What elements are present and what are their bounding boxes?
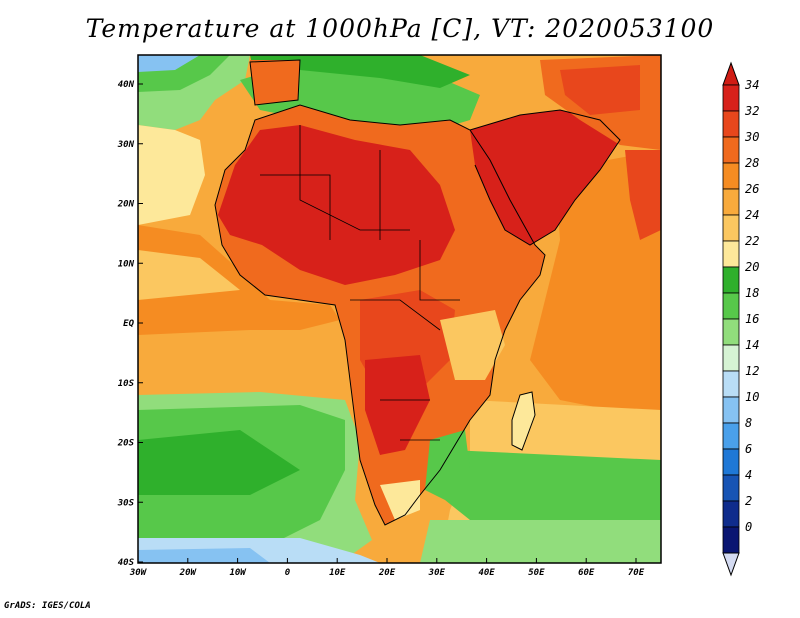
- longitude-axis: 30W 20W 10W 0 10E 20E 30E 40E 50E 60E 70E: [129, 558, 645, 578]
- colorbar-swatch: [722, 396, 740, 424]
- map-frame: [137, 54, 662, 564]
- colorbar-swatch: [722, 526, 740, 554]
- lon-label: 20W: [179, 568, 198, 578]
- colorbar-swatch: [722, 474, 740, 502]
- credit-label: GrADS: IGES/COLA: [4, 601, 91, 611]
- north-atlantic-cold: [138, 55, 200, 72]
- colorbar-swatch: [722, 162, 740, 190]
- colorbar-label: 20: [745, 260, 759, 274]
- colorbar-swatch: [722, 422, 740, 450]
- sahara-hot-core: [218, 125, 455, 285]
- lat-label: 40S: [118, 558, 135, 568]
- colorbar-swatch: [722, 110, 740, 138]
- madagascar-coast: [511, 391, 536, 451]
- colorbar-top-arrow: [722, 61, 740, 86]
- colorbar-label: 30: [744, 130, 759, 144]
- colorbar-label: 34: [744, 78, 759, 92]
- colorbar-label: 28: [745, 156, 759, 170]
- colorbar-swatch: [722, 240, 740, 268]
- southern-interior-hot: [365, 355, 430, 455]
- lon-label: 30E: [428, 568, 446, 578]
- lon-label: 40E: [478, 568, 495, 578]
- lat-label: EQ: [123, 319, 134, 329]
- lat-label: 30N: [117, 140, 135, 150]
- colorbar-swatch: [722, 292, 740, 320]
- south-africa-mild: [380, 480, 420, 520]
- colorbar-swatch: [722, 448, 740, 476]
- colorbar-label: 14: [745, 338, 759, 352]
- colorbar-label: 8: [745, 416, 752, 430]
- iberia-coast: [249, 59, 301, 106]
- colorbar-label: 22: [745, 234, 759, 248]
- indian-ocean-far-south: [420, 520, 661, 563]
- colorbar-label: 24: [745, 208, 759, 222]
- lat-label: 30S: [117, 498, 135, 508]
- arabia-hot: [470, 110, 620, 245]
- iran-hot: [560, 65, 640, 115]
- colorbar-swatch: [722, 136, 740, 164]
- map-title: Temperature at 1000hPa [C], VT: 20200531…: [85, 14, 715, 43]
- colorbar-label: 10: [745, 390, 759, 404]
- indian-ocean-cool: [445, 450, 661, 525]
- lon-label: 10W: [229, 568, 247, 578]
- colorbar-swatch: [722, 84, 740, 112]
- colorbar-label: 16: [745, 312, 759, 326]
- lon-label: 20E: [378, 568, 396, 578]
- lat-label: 10S: [118, 379, 135, 389]
- temperature-field: [138, 55, 661, 563]
- colorbar-swatch: [722, 188, 740, 216]
- lon-label: 70E: [628, 568, 645, 578]
- colorbar-label: 26: [745, 182, 759, 196]
- lon-label: 10E: [329, 568, 346, 578]
- africa-coast: [214, 104, 546, 526]
- colorbar-bottom-arrow: [722, 552, 740, 577]
- lon-label: 0: [285, 568, 291, 578]
- colorbar-label: 18: [745, 286, 759, 300]
- lon-label: 60E: [578, 568, 595, 578]
- arabia-coast: [469, 109, 621, 246]
- colorbar-label: 2: [745, 494, 752, 508]
- colorbar-swatch: [722, 344, 740, 372]
- india-west: [625, 150, 661, 240]
- madagascar: [512, 392, 535, 450]
- colorbar-label: 12: [745, 364, 759, 378]
- europe-south: [250, 55, 470, 88]
- country-borders: [260, 125, 460, 441]
- southeast-africa-cool: [425, 430, 470, 500]
- colorbar-swatch: [722, 500, 740, 528]
- tropical-atlantic-warm: [138, 225, 340, 335]
- latitude-axis: 40N 30N 20N 10N EQ 10S 20S 30S 40S: [117, 80, 143, 568]
- tropical-atlantic-band: [138, 250, 240, 300]
- lon-label: 50E: [528, 568, 545, 578]
- colorbar-label: 32: [744, 104, 759, 118]
- colorbar-label: 6: [745, 442, 752, 456]
- colorbar-swatch: [722, 266, 740, 294]
- iberia: [250, 60, 300, 105]
- southern-ocean-cold: [138, 548, 270, 563]
- lat-label: 20N: [117, 200, 135, 210]
- canary-band: [138, 125, 205, 225]
- colorbar-swatch: [722, 214, 740, 242]
- colorbar-swatch: [722, 318, 740, 346]
- colorbar-label: 0: [745, 520, 752, 534]
- lat-label: 10N: [118, 259, 135, 269]
- lon-label: 30W: [129, 568, 148, 578]
- coastlines: [214, 59, 621, 526]
- east-africa-highlands: [440, 310, 505, 380]
- south-atlantic-core: [138, 430, 300, 495]
- lat-label: 40N: [118, 80, 135, 90]
- colorbar-swatch: [722, 370, 740, 398]
- lat-label: 20S: [117, 439, 135, 449]
- colorbar-label: 4: [745, 468, 752, 482]
